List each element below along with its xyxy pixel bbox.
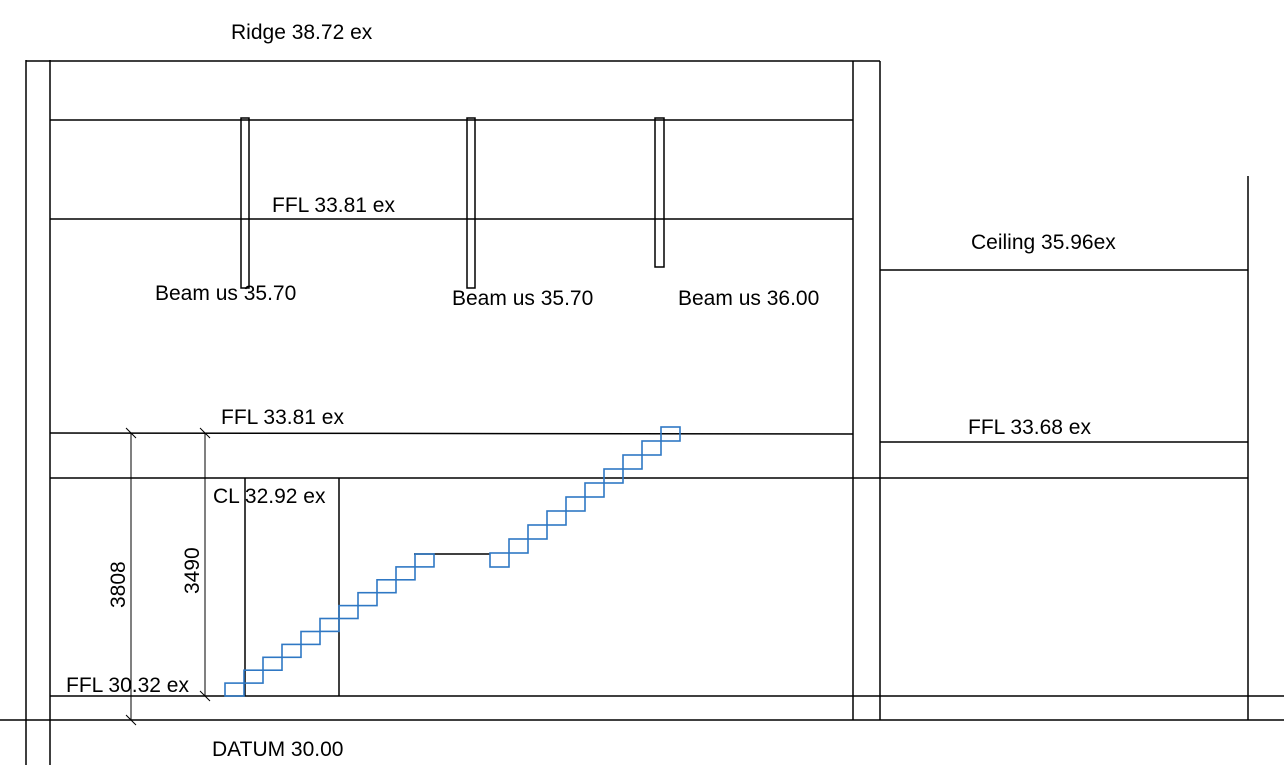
beam-1-label: Beam us 35.70 bbox=[155, 282, 296, 305]
structure-lines bbox=[0, 60, 1284, 765]
dimension-inner-label: 3490 bbox=[181, 547, 204, 594]
stair-lower-step bbox=[357, 591, 378, 607]
stair-upper-step bbox=[603, 468, 624, 484]
stair-lower-step bbox=[300, 630, 321, 646]
stair-lower-step bbox=[224, 682, 245, 697]
stair-upper-flight bbox=[489, 426, 681, 568]
right-ffl-label: FFL 33.68 ex bbox=[968, 416, 1091, 439]
mid-ffl-label: FFL 33.81 ex bbox=[221, 406, 344, 429]
stair-lower-step bbox=[376, 578, 397, 594]
stair-lower-step bbox=[395, 566, 416, 581]
lower-ffl-label: FFL 30.32 ex bbox=[66, 674, 189, 697]
beam-1 bbox=[240, 117, 250, 289]
ridge-label: Ridge 38.72 ex bbox=[231, 21, 373, 44]
stair-upper-step bbox=[565, 496, 586, 512]
stair-lower-step bbox=[243, 669, 264, 684]
ceiling-label: Ceiling 35.96ex bbox=[971, 231, 1116, 254]
dimension-inner-tick-top bbox=[199, 427, 211, 439]
stair-lower-step bbox=[414, 553, 435, 568]
beam-3 bbox=[654, 117, 665, 268]
stair-upper-step bbox=[660, 426, 681, 442]
dimension-outer-tick-bottom bbox=[125, 714, 137, 726]
stair-upper-step bbox=[508, 538, 529, 554]
stair-lower-step bbox=[338, 604, 359, 620]
stair-upper-step bbox=[622, 454, 643, 470]
mid-ffl-line bbox=[49, 432, 854, 435]
stair-lower-flight bbox=[224, 553, 435, 697]
upper-ffl-label: FFL 33.81 ex bbox=[272, 194, 395, 217]
stair-lower-step bbox=[281, 643, 302, 659]
stair-upper-step bbox=[489, 552, 510, 568]
beams bbox=[240, 117, 665, 289]
datum-label: DATUM 30.00 bbox=[212, 738, 344, 761]
dimension-inner-tick-bottom bbox=[199, 690, 211, 702]
stair-lower-step bbox=[319, 617, 340, 633]
stair-upper-step bbox=[546, 510, 567, 526]
stair-upper-step bbox=[584, 482, 605, 498]
beam-3-label: Beam us 36.00 bbox=[678, 287, 819, 310]
dimension-outer-tick-top bbox=[125, 427, 137, 439]
dimension-outer-label: 3808 bbox=[107, 561, 130, 608]
stair-lower-step bbox=[262, 656, 283, 671]
stair-upper-step bbox=[641, 440, 662, 456]
cl-label: CL 32.92 ex bbox=[213, 485, 326, 508]
stair-upper-step bbox=[527, 524, 548, 540]
dimension-lines bbox=[125, 427, 211, 726]
beam-2-label: Beam us 35.70 bbox=[452, 287, 593, 310]
beam-2 bbox=[466, 117, 476, 289]
